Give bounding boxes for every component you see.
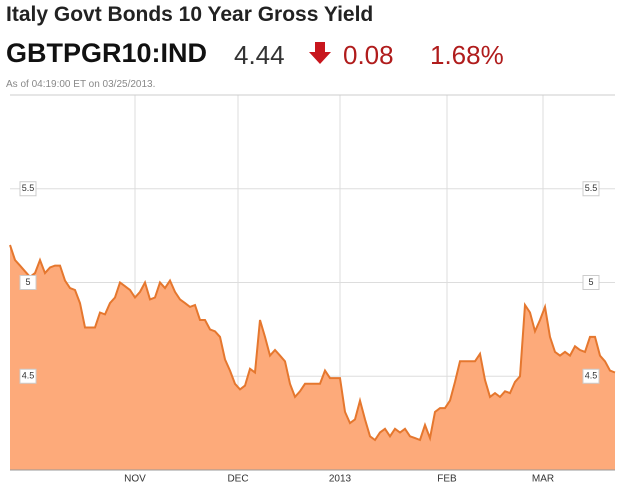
line	[9, 244, 616, 442]
ticker: GBTPGR10:IND	[6, 38, 208, 68]
x-tick-label: DEC	[227, 474, 248, 485]
y-tick-box	[582, 181, 600, 197]
y-tick-box	[19, 368, 37, 384]
y-tick-label: 5	[25, 277, 30, 287]
y-tick-label: 4.5	[585, 371, 598, 381]
x-tick-label: MAR	[532, 474, 554, 485]
y-tick-box	[582, 368, 600, 384]
change-percent: 1.68%	[430, 40, 504, 70]
y-tick-box	[19, 181, 37, 197]
x-tick-label: 2013	[329, 474, 352, 485]
y-tick-label: 5.5	[585, 183, 598, 193]
timestamp: As of 04:19:00 ET on 03/25/2013.	[6, 79, 156, 90]
x-tick-label: FEB	[437, 474, 457, 485]
header: Italy Govt Bonds 10 Year Gross Yield GBT…	[0, 0, 619, 95]
x-tick-label: NOV	[124, 474, 146, 485]
down-arrow	[309, 42, 331, 64]
area-fill	[10, 245, 615, 470]
y-tick-box	[19, 275, 37, 290]
y-tick-box	[582, 275, 600, 290]
change: 0.08	[343, 40, 394, 70]
price: 4.44	[234, 40, 285, 70]
chart-title: Italy Govt Bonds 10 Year Gross Yield	[6, 3, 374, 26]
y-tick-label: 5	[588, 277, 593, 287]
y-tick-label: 5.5	[22, 183, 35, 193]
y-tick-label: 4.5	[22, 371, 35, 381]
